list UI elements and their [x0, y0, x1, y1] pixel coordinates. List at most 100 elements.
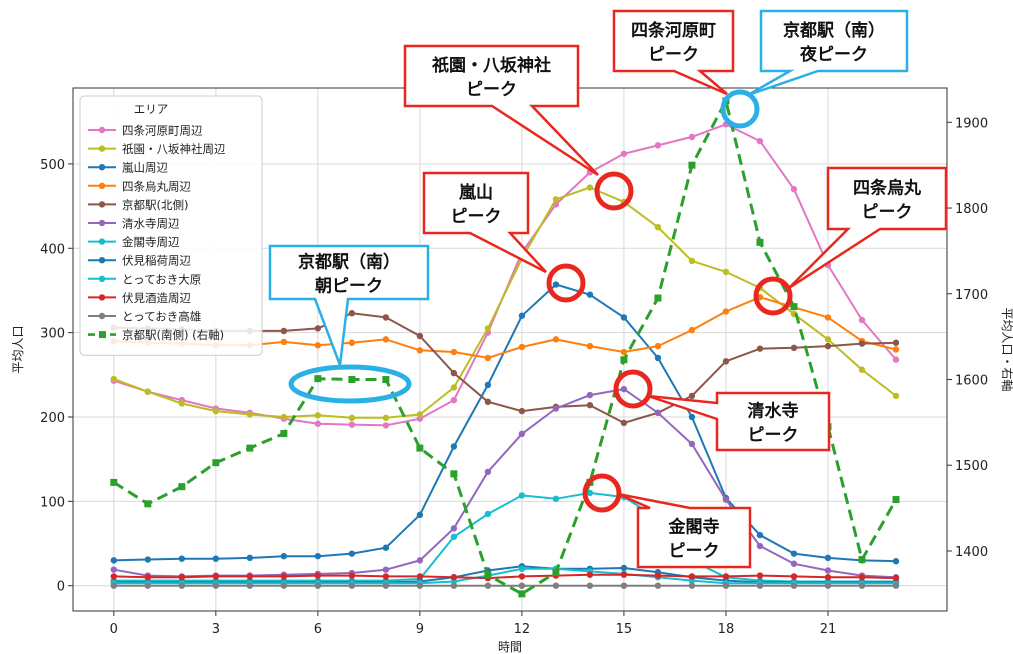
series-point: [314, 582, 322, 589]
series-point: [382, 414, 390, 422]
series-point: [212, 407, 220, 415]
x-tick-label: 15: [616, 622, 633, 637]
legend-label: 金閣寺周辺: [122, 235, 180, 249]
series-point: [518, 430, 526, 438]
series-point: [484, 354, 492, 362]
series-point: [654, 582, 662, 589]
callout-text: 金閣寺: [668, 517, 720, 538]
series-point: [722, 268, 730, 276]
x-axis: 0 3 6 9 12 15 18 21: [110, 611, 836, 637]
series-point: [416, 444, 424, 452]
series-point: [620, 419, 628, 427]
series-point: [416, 332, 424, 340]
y-tick-label: 0: [57, 580, 65, 595]
legend-marker: [98, 312, 106, 320]
series-point: [552, 281, 560, 288]
series-point: [858, 582, 866, 589]
series-point: [756, 238, 764, 246]
series-point: [756, 572, 764, 579]
series-point: [688, 573, 696, 580]
legend-marker: [98, 294, 106, 301]
series-point: [212, 459, 220, 467]
kiyomizu-peak-marker: [613, 369, 653, 409]
legend-marker: [98, 275, 106, 282]
series-point: [450, 525, 458, 532]
series-point: [722, 573, 730, 580]
y-tick-label: 200: [40, 411, 65, 426]
callout-box: [422, 171, 547, 274]
series-point: [790, 303, 798, 311]
series-point: [450, 574, 458, 581]
series-point: [586, 489, 594, 497]
series-point: [144, 556, 152, 563]
callout-text: 京都駅（南）: [783, 20, 885, 41]
series-point: [620, 564, 628, 572]
x-tick-label: 18: [718, 622, 735, 637]
legend-marker: [98, 164, 106, 171]
callout-text: 清水寺: [748, 401, 799, 422]
series-point: [858, 316, 866, 324]
series-point: [790, 550, 798, 557]
series-point: [790, 582, 798, 589]
series-point: [450, 384, 458, 391]
series-point: [586, 291, 594, 298]
y-right-tick-label: 1500: [955, 459, 988, 474]
callout-text: 四条烏丸: [853, 178, 922, 199]
series-point: [416, 511, 424, 519]
series-point: [790, 186, 798, 193]
shijo-karasuma-peak-marker: [753, 276, 793, 316]
series-point: [416, 557, 424, 564]
series-point: [654, 294, 662, 302]
series-point: [110, 582, 118, 589]
series-point: [620, 571, 628, 578]
series-point: [654, 409, 662, 416]
series-line-11: [113, 99, 898, 596]
series-point: [416, 411, 424, 418]
series-point: [348, 572, 356, 579]
series-point: [586, 184, 594, 191]
series-point: [110, 478, 118, 486]
series-point: [484, 398, 492, 405]
series-point: [484, 325, 492, 332]
callout-text: 祇園・八坂神社: [431, 55, 551, 76]
callout-text: ピーク: [669, 542, 720, 562]
series-point: [688, 161, 696, 169]
left-y-axis: 0 100 200 300 400 500: [40, 158, 73, 595]
series-point: [722, 496, 730, 503]
series-point: [280, 413, 288, 421]
series-point: [178, 555, 186, 562]
series-point: [450, 348, 458, 356]
series-point: [450, 582, 458, 589]
series-line-1: [113, 186, 897, 419]
series-point: [484, 510, 492, 518]
callout-text: 京都駅（南）: [298, 252, 400, 273]
callout-text: 夜ピーク: [799, 44, 868, 65]
series-point: [416, 582, 424, 589]
series-point: [450, 369, 458, 377]
legend-label: 四条河原町周辺: [122, 124, 203, 138]
series-point: [518, 343, 526, 351]
series-point: [280, 582, 288, 589]
series-point: [280, 430, 288, 438]
series-point: [382, 573, 390, 580]
series-line-8: [113, 567, 896, 585]
series-point: [416, 573, 424, 580]
series-point: [552, 196, 560, 203]
series-point: [314, 572, 322, 579]
legend-marker: [99, 331, 106, 339]
series-point: [518, 590, 526, 598]
series-point: [756, 531, 764, 539]
legend-label: 祇園・八坂神社周辺: [122, 142, 226, 156]
right-y-axis: 1400 1500 1600 1700 1800 1900: [947, 116, 988, 560]
legend-box: [79, 95, 263, 356]
series-point: [518, 573, 526, 580]
series-point: [212, 555, 220, 562]
series-point: [858, 574, 866, 581]
series-point: [586, 391, 594, 399]
legend-marker: [98, 238, 106, 245]
series-point: [824, 554, 832, 562]
